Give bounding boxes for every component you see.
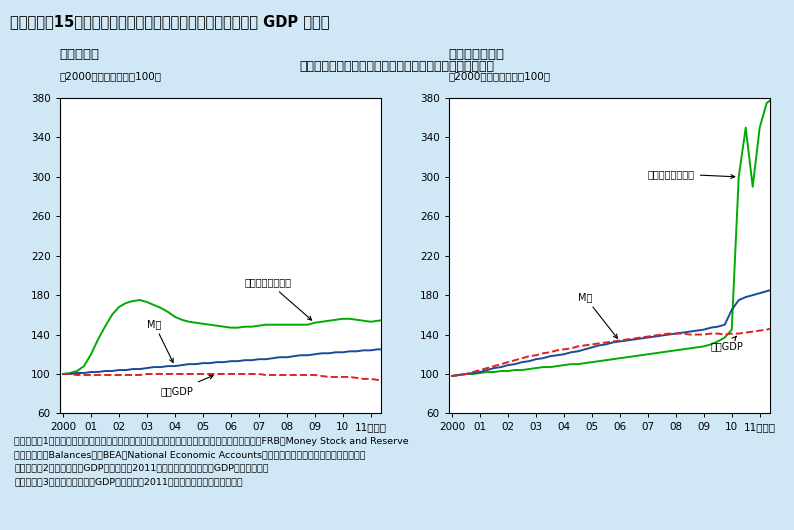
Text: 名目GDP: 名目GDP	[711, 337, 744, 351]
Text: マネタリーベース: マネタリーベース	[245, 277, 312, 320]
Text: 中央銀行による潤沢な資金供給が金融部門の外に波及せず: 中央銀行による潤沢な資金供給が金融部門の外に波及せず	[299, 60, 495, 73]
Text: （備考）　1．日本銀行「マネタリーベース」「マネーストック」、内閣府「国民経済計算」、FRB「Money Stock and Reserve
　　　　　　Bal: （備考） 1．日本銀行「マネタリーベース」「マネーストック」、内閣府「国民経済計…	[14, 437, 409, 486]
Text: （２）アメリカ: （２）アメリカ	[449, 48, 505, 61]
Text: （2000年第１四半期＝100）: （2000年第１四半期＝100）	[449, 72, 550, 82]
Text: マネタリーベース: マネタリーベース	[648, 169, 734, 179]
Text: 第１－２－15図　マネタリーベース、マネーストック、名目 GDP の動向: 第１－２－15図 マネタリーベース、マネーストック、名目 GDP の動向	[10, 14, 329, 29]
Text: 名目GDP: 名目GDP	[161, 375, 213, 396]
Text: （１）日本: （１）日本	[60, 48, 99, 61]
Text: M２: M２	[147, 319, 173, 363]
Text: （2000年第１四半期＝100）: （2000年第１四半期＝100）	[60, 72, 161, 82]
Text: M２: M２	[578, 292, 618, 338]
